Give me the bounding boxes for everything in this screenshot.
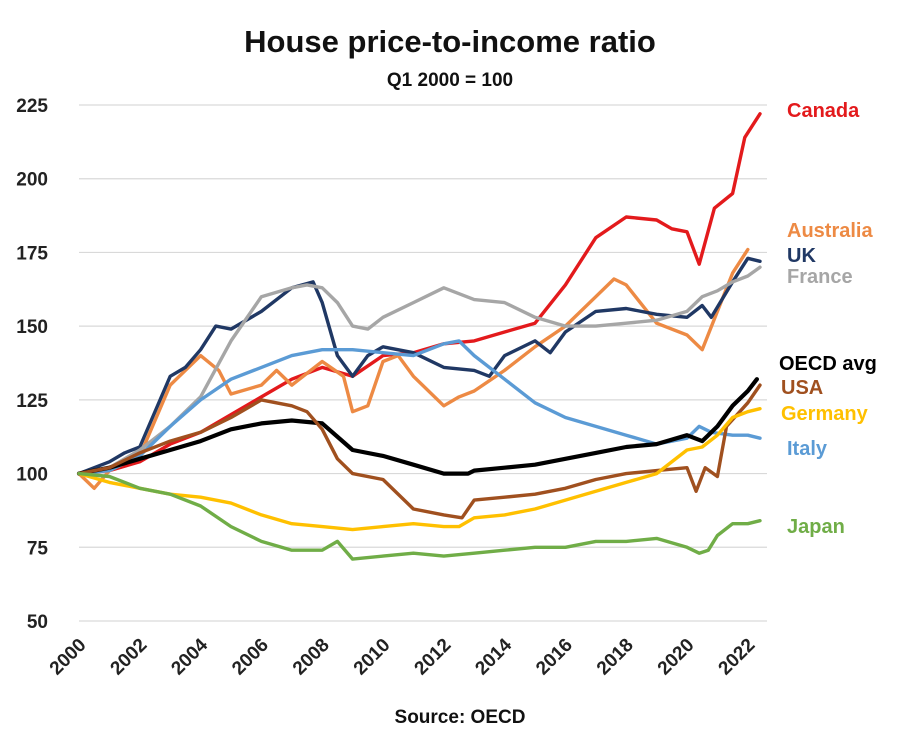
chart-title: House price-to-income ratio	[244, 24, 656, 59]
x-tick-label: 2000	[46, 635, 91, 680]
x-tick-label: 2010	[350, 635, 395, 680]
series-label-canada: Canada	[787, 100, 860, 122]
y-tick-label: 50	[27, 612, 48, 633]
y-tick-label: 100	[16, 465, 48, 486]
series-line-italy	[77, 339, 762, 476]
series-label-france: France	[787, 266, 853, 288]
chart-source: Source: OECD	[394, 707, 526, 728]
grid-lines	[79, 104, 767, 622]
y-tick-label: 75	[27, 538, 49, 559]
series-label-germany: Germany	[781, 403, 869, 425]
series-line-france	[77, 265, 762, 476]
x-tick-label: 2016	[532, 635, 577, 680]
x-tick-label: 2022	[715, 635, 760, 680]
chart-subtitle: Q1 2000 = 100	[386, 70, 514, 91]
y-tick-label: 175	[16, 243, 48, 264]
series-label-uk: UK	[787, 245, 816, 267]
x-tick-label: 2020	[654, 635, 699, 680]
series-line-usa	[77, 383, 762, 520]
x-tick-label: 2004	[167, 634, 212, 679]
x-tick-label: 2018	[593, 635, 638, 680]
y-axis-ticks: 50 75 100 125 150 175 200 225	[16, 96, 48, 633]
series-line-australia	[77, 247, 750, 490]
y-tick-label: 200	[16, 170, 48, 191]
series-label-usa: USA	[781, 377, 823, 399]
y-tick-label: 125	[16, 391, 48, 412]
x-tick-label: 2002	[107, 635, 152, 680]
x-tick-label: 2014	[471, 634, 516, 679]
x-axis-ticks: 2000 2002 2004 2006 2008 2010 2012 2014 2016 2018…	[46, 634, 760, 679]
x-tick-label: 2012	[411, 635, 456, 680]
series-line-oecd-avg	[76, 377, 759, 476]
y-tick-label: 150	[16, 317, 48, 338]
series-label-japan: Japan	[787, 516, 845, 538]
series-label-australia: Australia	[787, 220, 873, 242]
series-label-italy: Italy	[787, 438, 828, 460]
y-tick-label: 225	[16, 96, 48, 117]
x-tick-label: 2008	[289, 635, 334, 680]
x-tick-label: 2006	[228, 635, 273, 680]
series-label-oecd-avg: OECD avg	[779, 353, 877, 375]
series-line-japan	[77, 471, 762, 561]
series-line-germany	[77, 407, 762, 532]
series-lines	[76, 112, 762, 561]
series-line-canada	[77, 112, 762, 476]
